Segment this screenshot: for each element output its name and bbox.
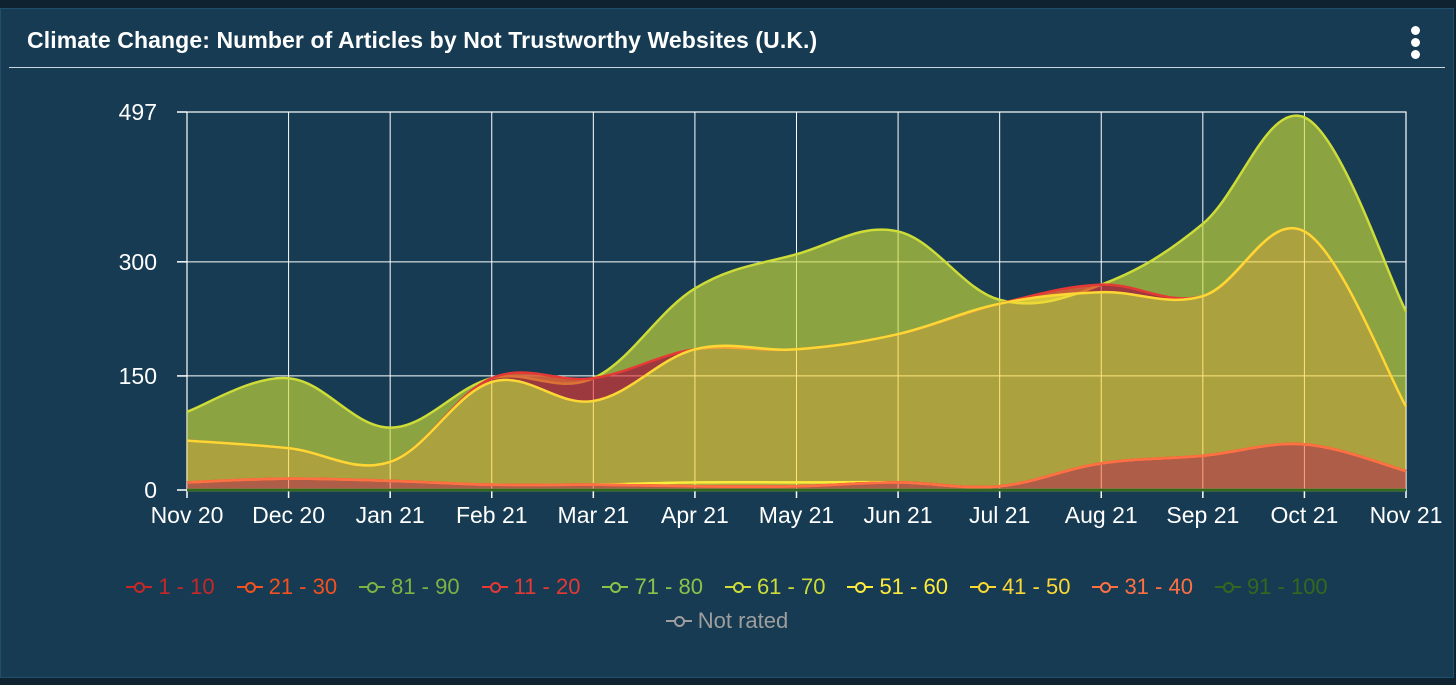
x-tick-label: Apr 21: [661, 502, 729, 528]
legend-item[interactable]: 41 - 50: [969, 574, 1071, 600]
line-41-50: [186, 227, 1408, 467]
area-chart: 0 150 300 497 Nov 20 Dec 20 Jan 21 Feb 21 Mar 21…: [119, 99, 1443, 528]
legend-label: 1 - 10: [158, 574, 215, 599]
x-tick-label: May 21: [759, 502, 834, 528]
legend-item[interactable]: 81 - 90: [359, 574, 460, 600]
legend-item[interactable]: 51 - 60: [847, 574, 948, 600]
legend-marker-icon: [724, 580, 751, 594]
x-tick-label: Jun 21: [864, 502, 933, 528]
menu-dot: [1411, 38, 1420, 47]
legend-item[interactable]: 91 - 100: [1214, 574, 1328, 600]
legend-item[interactable]: Not rated: [665, 608, 789, 634]
x-tick-label: Jan 21: [356, 502, 425, 528]
legend-item[interactable]: 61 - 70: [724, 574, 826, 600]
legend-marker-icon: [126, 580, 153, 594]
x-tick-label: Sep 21: [1166, 502, 1239, 528]
x-tick-label: Jul 21: [969, 502, 1030, 528]
legend-item[interactable]: 31 - 40: [1092, 574, 1193, 600]
area-31-40: [187, 443, 1406, 490]
legend-label: 71 - 80: [634, 574, 703, 599]
kebab-menu-icon[interactable]: [1405, 23, 1427, 61]
x-tick-label: Aug 21: [1065, 502, 1138, 528]
legend-marker-icon: [602, 580, 629, 594]
y-tick-label: 150: [119, 363, 157, 389]
legend-label: 31 - 40: [1124, 574, 1193, 599]
legend-row: 1 - 10 21 - 30 81 - 90 11 - 20 71 - 80 61 - 7…: [0, 574, 1454, 600]
x-tick-label: Feb 21: [456, 502, 528, 528]
x-tick-label: Dec 20: [252, 502, 325, 528]
legend-label: 11 - 20: [513, 574, 581, 599]
legend-label: 61 - 70: [756, 574, 826, 599]
legend-marker-icon: [359, 580, 386, 594]
y-tick-label: 0: [144, 477, 157, 503]
line-61-70: [186, 114, 1408, 429]
legend-row: Not rated: [0, 608, 1454, 634]
legend-label: 91 - 100: [1246, 574, 1328, 599]
legend-marker-icon: [1092, 580, 1119, 594]
x-tick-label: Oct 21: [1271, 502, 1339, 528]
menu-dot: [1411, 26, 1420, 35]
legend-marker-icon: [665, 614, 692, 628]
legend-marker-icon: [847, 580, 874, 594]
legend-label: 81 - 90: [391, 574, 460, 599]
legend-marker-icon: [969, 580, 996, 594]
x-tick-label: Nov 21: [1370, 502, 1443, 528]
legend-label: 21 - 30: [268, 574, 338, 599]
area-11-20: [187, 228, 1406, 466]
legend-marker-icon: [1214, 580, 1241, 594]
legend-item[interactable]: 71 - 80: [602, 574, 703, 600]
panel-title: Climate Change: Number of Articles by No…: [27, 27, 818, 53]
legend-label: 51 - 60: [879, 574, 948, 599]
header-divider: [9, 67, 1445, 68]
legend-label: Not rated: [697, 608, 789, 633]
y-tick-label: 300: [119, 249, 157, 275]
y-tick-label: 497: [119, 99, 157, 125]
line-31-40: [186, 442, 1407, 489]
area-61-70: [187, 115, 1406, 466]
legend-item[interactable]: 1 - 10: [126, 574, 215, 600]
chart-legend: 1 - 10 21 - 30 81 - 90 11 - 20 71 - 80 61 - 7…: [0, 574, 1454, 642]
panel-header: Climate Change: Number of Articles by No…: [1, 9, 1453, 67]
legend-marker-icon: [236, 580, 263, 594]
legend-marker-icon: [481, 580, 508, 594]
legend-label: 41 - 50: [1001, 574, 1071, 599]
legend-item[interactable]: 11 - 20: [481, 574, 581, 600]
menu-dot: [1411, 50, 1420, 59]
x-tick-label: Mar 21: [558, 502, 630, 528]
x-tick-label: Nov 20: [151, 502, 224, 528]
legend-item[interactable]: 21 - 30: [236, 574, 338, 600]
